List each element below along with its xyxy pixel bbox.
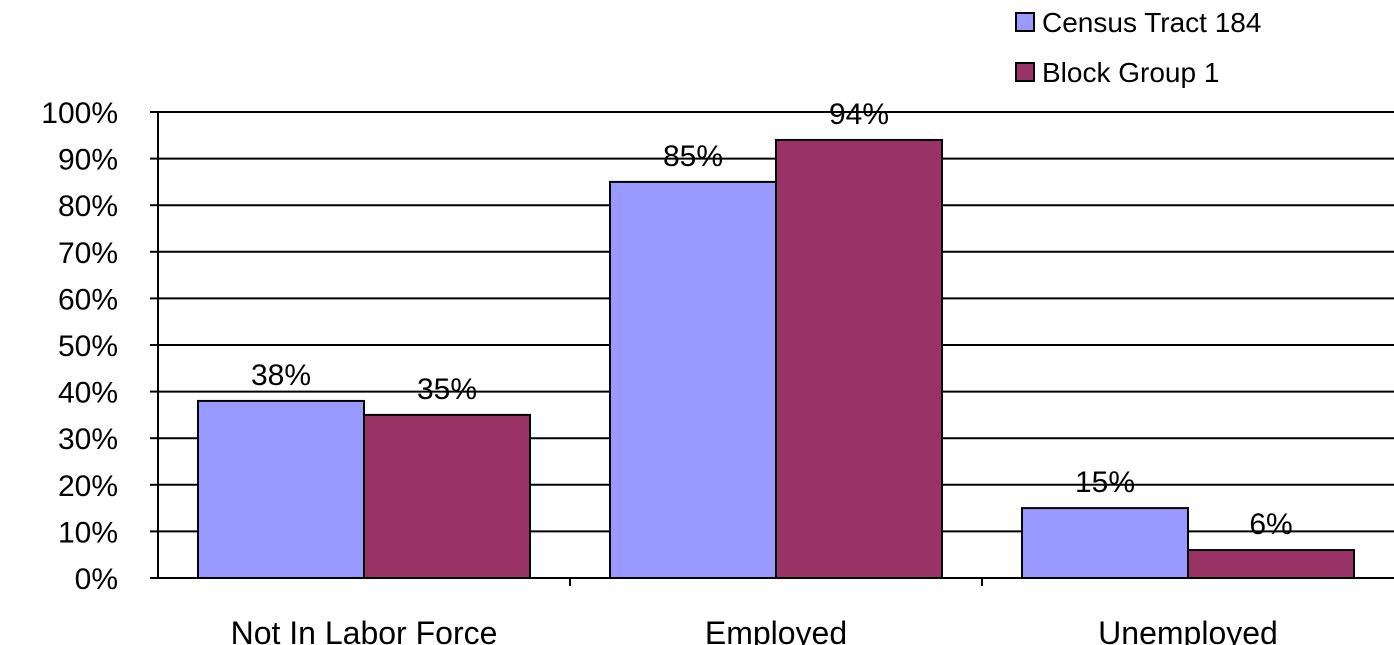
y-tick-label: 0%	[75, 563, 118, 596]
y-tick-label: 30%	[58, 423, 118, 456]
y-tick-label: 60%	[58, 283, 118, 316]
y-tick-label: 70%	[58, 237, 118, 270]
category-label: Not In Labor Force	[231, 615, 498, 645]
data-label: 38%	[251, 359, 311, 392]
legend: Census Tract 184 Block Group 1	[1015, 7, 1261, 88]
data-label: 85%	[663, 140, 723, 173]
axes	[150, 111, 1394, 586]
data-label: 6%	[1249, 508, 1292, 541]
data-label: 94%	[829, 98, 889, 131]
category-label: Employed	[705, 615, 847, 645]
data-label: 15%	[1075, 466, 1135, 499]
legend-swatch	[1015, 62, 1035, 82]
legend-label: Block Group 1	[1042, 57, 1219, 88]
y-tick-label: 40%	[58, 377, 118, 410]
bar-block-group	[363, 413, 531, 579]
y-tick-label: 20%	[58, 470, 118, 503]
bar-block-group	[775, 138, 943, 580]
bar-census-tract	[609, 180, 777, 579]
x-category-labels: Not In Labor Force Employed Unemployed	[231, 615, 1278, 645]
category-label: Unemployed	[1098, 615, 1278, 645]
y-tick-label: 90%	[58, 144, 118, 177]
y-tick-label: 100%	[41, 97, 118, 130]
bar-census-tract	[1021, 507, 1189, 580]
data-labels: 38% 35% 85% 94% 15% 6%	[251, 98, 1293, 541]
y-tick-label: 10%	[58, 516, 118, 549]
bar-census-tract	[197, 399, 365, 580]
y-tick-labels: 0% 10% 20% 30% 40% 50% 60% 70% 80% 90% 100%	[41, 97, 118, 596]
legend-label: Census Tract 184	[1042, 7, 1261, 38]
y-tick-label: 80%	[58, 190, 118, 223]
data-label: 35%	[417, 373, 477, 406]
y-tick-label: 50%	[58, 330, 118, 363]
legend-swatch	[1015, 12, 1035, 32]
bar-block-group	[1187, 549, 1355, 579]
